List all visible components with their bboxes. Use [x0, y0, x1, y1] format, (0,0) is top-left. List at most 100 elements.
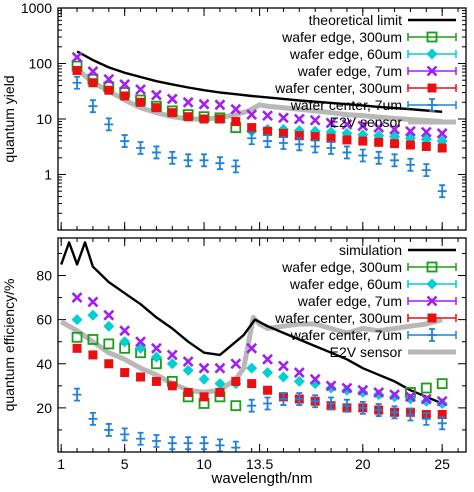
- series-wafer-edge-300um-point: [230, 400, 242, 412]
- plot-frame: [57, 7, 467, 231]
- series-wafer-center-7um-point: [72, 75, 82, 90]
- series-wafer-edge-7um-point: [87, 296, 99, 308]
- series-wafer-edge-60um-point: [119, 336, 131, 348]
- series-wafer-center-7um-point: [104, 423, 114, 437]
- series-wafer-center-7um-point: [421, 412, 431, 426]
- series-wafer-edge-7um-point: [246, 109, 258, 121]
- series-wafer-edge-7um-point: [230, 358, 242, 370]
- series-wafer-center-300um-point: [167, 381, 177, 391]
- legend-wafer-center-300um-sample-point: [427, 83, 437, 93]
- series-wafer-center-7um-point: [437, 184, 447, 199]
- y-tick-label: 60: [36, 312, 52, 328]
- series-wafer-center-7um-point: [390, 405, 400, 420]
- series-wafer-edge-7um-point: [135, 84, 146, 95]
- series-wafer-edge-7um-point: [278, 112, 289, 124]
- series-wafer-edge-7um-point: [420, 126, 432, 138]
- series-wafer-center-300um-point: [437, 143, 447, 153]
- legend-theoretical-limit-label: theoretical limit: [309, 12, 402, 28]
- series-wafer-edge-7um-point: [135, 336, 146, 348]
- series-wafer-center-300um-point: [104, 359, 114, 369]
- series-wafer-center-7um-point: [231, 440, 241, 452]
- series-wafer-edge-7um-point: [389, 389, 400, 401]
- series-wafer-center-300um-point: [104, 85, 114, 95]
- series-wafer-center-300um-point: [437, 409, 447, 419]
- series-wafer-edge-60um-point: [246, 362, 258, 374]
- series-wafer-center-300um-point: [247, 123, 257, 133]
- series-wafer-center-7um-point: [421, 163, 431, 178]
- series-wafer-center-300um-point: [136, 372, 146, 382]
- series-wafer-center-7um-point: [247, 131, 257, 146]
- series-wafer-edge-7um-point: [262, 353, 273, 365]
- y-tick-label: 100: [29, 56, 53, 72]
- series-e2v-sensor-line: [59, 314, 443, 395]
- legend-wafer-edge-60um-label: wafer edge, 60um: [289, 46, 402, 62]
- series-wafer-center-7um-point: [151, 434, 161, 448]
- series-wafer-center-7um-point: [263, 134, 273, 148]
- series-wafer-edge-7um-point: [293, 367, 305, 378]
- series-wafer-edge-7um-point: [389, 123, 400, 135]
- plot-area: [59, 241, 448, 452]
- series-wafer-edge-60um-point: [373, 389, 385, 401]
- series-wafer-center-7um-point: [358, 400, 368, 415]
- series-wafer-edge-7um-point: [119, 78, 131, 90]
- series-wafer-center-7um-point: [278, 136, 288, 150]
- series-wafer-edge-7um-point: [436, 127, 448, 139]
- series-wafer-edge-60um-point: [214, 378, 226, 390]
- legend-wafer-center-300um-label: wafer center, 300um: [274, 310, 402, 326]
- series-wafer-center-7um-point: [342, 398, 352, 413]
- series-wafer-edge-7um-point: [325, 117, 337, 129]
- legend-wafer-edge-300um-sample-point: [426, 261, 438, 273]
- x-axis-label: wavelength/nm: [211, 470, 313, 487]
- legend-wafer-edge-7um-sample-point: [426, 295, 438, 307]
- series-wafer-center-300um-point: [231, 117, 241, 127]
- series-wafer-center-7um-point: [167, 436, 177, 451]
- series-wafer-edge-60um-point: [293, 375, 305, 387]
- series-wafer-edge-7um-point: [230, 103, 242, 115]
- y-tick-label: 20: [36, 400, 52, 416]
- legend-wafer-center-300um-label: wafer center, 300um: [274, 80, 402, 96]
- legend-e2v-sensor-label: E2V sensor: [330, 114, 403, 130]
- series-wafer-center-300um-point: [215, 387, 225, 397]
- panel-quantum-efficiency: 20 40 60 80 1 5 10 13.5 20 25 quantum efficiency/%…: [1, 237, 467, 472]
- series-wafer-center-7um-point: [358, 148, 368, 163]
- legend-wafer-edge-300um-sample-point: [426, 31, 438, 43]
- series-wafer-edge-7um-point: [182, 96, 194, 108]
- series-wafer-edge-300um-point: [87, 334, 99, 345]
- series-wafer-center-7um-point: [88, 99, 98, 114]
- series-wafer-center-300um-point: [215, 114, 225, 124]
- series-wafer-edge-60um-point: [198, 373, 210, 385]
- x-tick-label: 20: [355, 456, 371, 472]
- series-wafer-center-300um-point: [88, 350, 98, 360]
- series-wafer-edge-60um-point: [436, 397, 448, 409]
- series-wafer-edge-7um-point: [357, 120, 369, 132]
- series-wafer-center-300um-point: [374, 137, 384, 147]
- series-wafer-center-7um-point: [120, 427, 130, 442]
- series-wafer-edge-7um-point: [71, 292, 83, 303]
- series-wafer-edge-60um-point: [277, 371, 289, 383]
- series-wafer-center-7um-point: [310, 139, 320, 154]
- series-wafer-edge-300um-point: [420, 382, 432, 394]
- series-wafer-center-7um-point: [326, 396, 336, 411]
- panel-quantum-yield: 1 10 100 1000 quantum yield theoretical limit…: [1, 0, 467, 231]
- series-wafer-edge-7um-point: [341, 382, 353, 394]
- series-wafer-center-7um-point: [326, 141, 336, 155]
- series-wafer-center-7um-point: [374, 150, 384, 165]
- series-wafer-center-7um-point: [310, 394, 320, 409]
- series-wafer-edge-7um-point: [246, 342, 258, 354]
- y-axis-label: quantum yield: [1, 75, 17, 162]
- series-wafer-center-7um-point: [199, 436, 209, 451]
- series-wafer-edge-7um-point: [214, 362, 226, 374]
- series-wafer-center-300um-point: [263, 126, 273, 136]
- x-tick-label: 1: [57, 456, 65, 472]
- series-wafer-center-7um-point: [215, 156, 225, 171]
- series-wafer-center-7um-point: [120, 134, 130, 148]
- series-wafer-center-300um-point: [151, 103, 161, 113]
- series-wafer-edge-60um-point: [103, 320, 115, 332]
- series-wafer-center-7um-point: [294, 137, 304, 152]
- series-wafer-edge-7um-point: [309, 114, 321, 126]
- series-wafer-edge-7um-point: [341, 118, 353, 130]
- series-theoretical-limit-line: [76, 50, 443, 113]
- series-wafer-center-7um-point: [231, 159, 241, 174]
- series-wafer-edge-60um-point: [71, 314, 83, 326]
- y-axis-label: quantum efficiency/%: [1, 279, 17, 412]
